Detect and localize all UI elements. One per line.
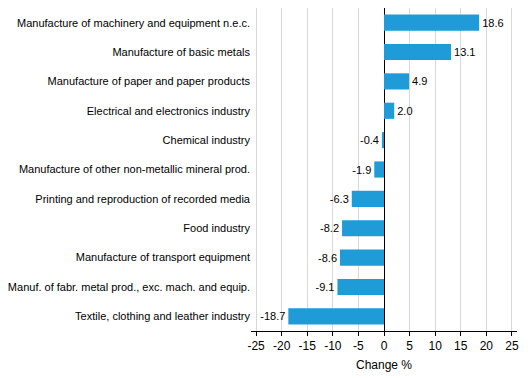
svg-text:-9.1: -9.1 bbox=[315, 281, 334, 293]
svg-text:-25: -25 bbox=[247, 339, 265, 353]
svg-text:Manufacture of paper and paper: Manufacture of paper and paper products bbox=[48, 75, 251, 87]
svg-text:-18.7: -18.7 bbox=[260, 310, 285, 322]
svg-text:Change %: Change % bbox=[356, 358, 412, 372]
svg-text:-8.6: -8.6 bbox=[318, 252, 337, 264]
svg-text:4.9: 4.9 bbox=[412, 75, 427, 87]
svg-text:Manufacture of other non-metal: Manufacture of other non-metallic minera… bbox=[19, 163, 250, 175]
svg-text:Food industry: Food industry bbox=[183, 222, 250, 234]
svg-text:20: 20 bbox=[480, 339, 494, 353]
svg-text:Manufacture of transport equip: Manufacture of transport equipment bbox=[76, 251, 250, 263]
svg-text:10: 10 bbox=[428, 339, 442, 353]
svg-text:-0.4: -0.4 bbox=[360, 134, 379, 146]
svg-text:18.6: 18.6 bbox=[482, 17, 503, 29]
svg-text:5: 5 bbox=[406, 339, 413, 353]
svg-text:Manufacture of machinery and e: Manufacture of machinery and equipment n… bbox=[17, 17, 250, 29]
svg-text:2.0: 2.0 bbox=[397, 105, 412, 117]
svg-text:25: 25 bbox=[505, 339, 519, 353]
svg-text:Manufacture of basic metals: Manufacture of basic metals bbox=[112, 46, 250, 58]
svg-text:Electrical and electronics ind: Electrical and electronics industry bbox=[87, 105, 251, 117]
svg-text:-1.9: -1.9 bbox=[352, 164, 371, 176]
svg-text:-15: -15 bbox=[299, 339, 317, 353]
svg-text:-10: -10 bbox=[324, 339, 342, 353]
svg-text:Printing and reproduction of r: Printing and reproduction of recorded me… bbox=[35, 193, 251, 205]
svg-text:-5: -5 bbox=[353, 339, 364, 353]
svg-text:13.1: 13.1 bbox=[454, 46, 475, 58]
svg-text:15: 15 bbox=[454, 339, 468, 353]
svg-text:Textile, clothing and leather: Textile, clothing and leather industry bbox=[75, 310, 250, 322]
svg-text:-8.2: -8.2 bbox=[320, 222, 339, 234]
svg-text:-20: -20 bbox=[273, 339, 291, 353]
svg-text:0: 0 bbox=[381, 339, 388, 353]
svg-text:-6.3: -6.3 bbox=[330, 193, 349, 205]
svg-text:Manuf. of fabr. metal prod., e: Manuf. of fabr. metal prod., exc. mach. … bbox=[8, 281, 250, 293]
svg-text:Chemical industry: Chemical industry bbox=[163, 134, 251, 146]
